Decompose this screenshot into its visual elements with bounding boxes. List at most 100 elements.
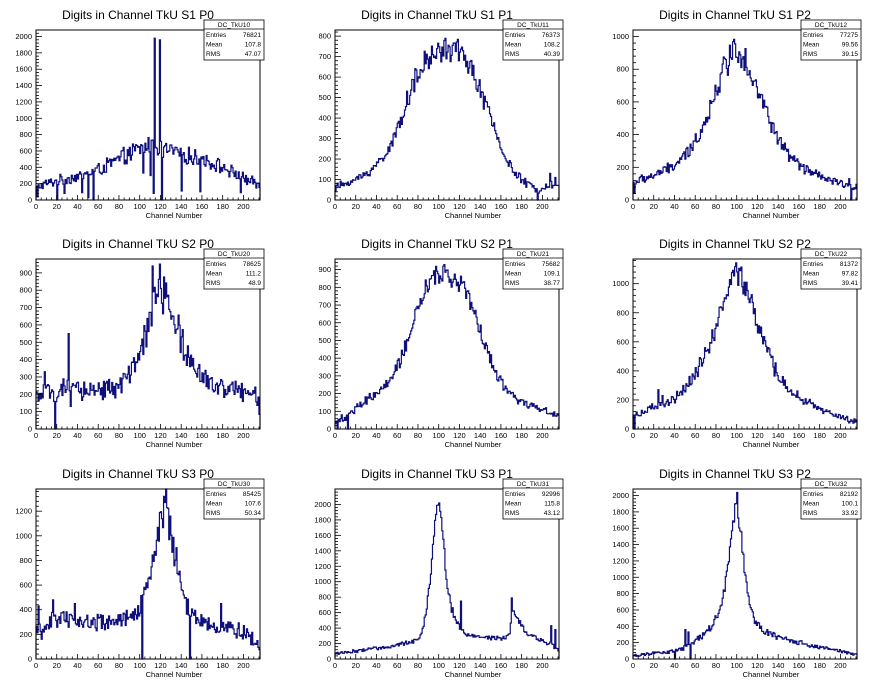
y-tick-label: 600 [19, 581, 32, 590]
y-tick-label: 1000 [314, 577, 331, 586]
x-tick-label: 100 [133, 202, 146, 211]
x-tick-label: 0 [631, 661, 635, 670]
y-tick-label: 1400 [314, 546, 331, 555]
stats-entries-label: Entries [206, 261, 227, 268]
x-tick-label: 200 [536, 431, 549, 440]
x-tick-label: 140 [772, 431, 785, 440]
stats-name: DC_TkU11 [517, 22, 549, 29]
y-tick-label: 1000 [612, 573, 629, 582]
y-tick-label: 2000 [314, 500, 331, 509]
stats-entries-label: Entries [803, 261, 824, 268]
histogram-title: Digits in Channel TkU S2 P1 [361, 237, 513, 251]
stats-name: DC_TkU22 [815, 251, 848, 258]
y-tick-label: 500 [318, 336, 331, 345]
stats-rms-value: 48.9 [248, 280, 261, 287]
x-tick-label: 180 [515, 661, 528, 670]
x-tick-label: 20 [650, 661, 658, 670]
stats-box: DC_TkU11 Entries 76373 Mean 108.2 RMS 40.39 [502, 19, 564, 61]
stats-mean-label: Mean [803, 501, 820, 508]
x-tick-label: 80 [414, 661, 422, 670]
y-tick-label: 600 [318, 318, 331, 327]
histogram-title: Digits in Channel TkU S3 P1 [361, 467, 513, 481]
y-tick-label: 1000 [15, 114, 32, 123]
stats-rms-value: 43.12 [544, 510, 561, 517]
stats-entries-value: 76821 [243, 32, 261, 39]
y-tick-label: 800 [318, 32, 331, 41]
x-axis-label: Channel Number [445, 211, 502, 220]
histogram-series [334, 502, 560, 659]
x-tick-label: 0 [333, 202, 337, 211]
x-tick-label: 20 [53, 202, 61, 211]
x-tick-label: 0 [34, 431, 38, 440]
x-tick-label: 160 [793, 202, 806, 211]
x-axis-label: Channel Number [445, 440, 502, 449]
stats-rms-label: RMS [206, 280, 221, 287]
stats-box: DC_TkU21 Entries 75682 Mean 109.1 RMS 38.77 [502, 248, 564, 290]
plot-frame [334, 29, 560, 201]
x-tick-label: 180 [813, 661, 826, 670]
x-tick-label: 60 [691, 202, 699, 211]
x-tick-label: 160 [793, 661, 806, 670]
histogram-panel: Digits in Channel TkU S2 P0 0 20 40 60 80 100 1… [19, 237, 265, 449]
stats-name: DC_TkU12 [815, 22, 848, 29]
y-tick-label: 400 [19, 163, 32, 172]
y-tick-label: 1200 [15, 97, 32, 106]
stats-entries-value: 78625 [243, 261, 261, 268]
x-tick-label: 160 [495, 431, 508, 440]
stats-rms-value: 38.77 [544, 280, 561, 287]
x-tick-label: 120 [453, 661, 466, 670]
stats-entries-label: Entries [505, 261, 526, 268]
x-tick-label: 40 [73, 202, 81, 211]
x-tick-label: 100 [133, 661, 146, 670]
y-tick-label: 200 [318, 155, 331, 164]
histogram-panel: Digits in Channel TkU S2 P1 0 20 40 60 80 100 1… [318, 237, 564, 449]
stats-mean-value: 109.1 [544, 271, 561, 278]
histogram-title: Digits in Channel TkU S3 P2 [659, 467, 811, 481]
histogram-panel: Digits in Channel TkU S3 P1 0 20 40 60 80 100 1… [314, 467, 564, 679]
stats-entries-value: 81372 [840, 261, 858, 268]
stats-mean-value: 115.8 [544, 501, 560, 508]
y-tick-label: 200 [616, 638, 629, 647]
stats-mean-label: Mean [505, 501, 522, 508]
y-tick-label: 200 [19, 630, 32, 639]
histogram-panel: Digits in Channel TkU S3 P2 0 20 40 60 80 100 1… [612, 467, 862, 679]
y-tick-label: 400 [616, 366, 629, 375]
x-tick-label: 200 [536, 202, 549, 211]
y-tick-label: 800 [19, 130, 32, 139]
x-tick-label: 180 [515, 202, 528, 211]
stats-mean-value: 100.1 [842, 501, 859, 508]
x-tick-label: 20 [352, 431, 360, 440]
x-tick-label: 0 [333, 661, 337, 670]
x-tick-label: 40 [372, 202, 380, 211]
x-tick-label: 120 [154, 431, 167, 440]
stats-entries-label: Entries [505, 491, 526, 498]
x-tick-label: 120 [453, 431, 466, 440]
x-tick-label: 180 [216, 202, 229, 211]
stats-name: DC_TkU21 [517, 251, 550, 258]
stats-rms-value: 40.39 [544, 51, 561, 58]
y-tick-label: 200 [616, 163, 629, 172]
x-tick-label: 40 [372, 431, 380, 440]
histogram-panel: Digits in Channel TkU S3 P0 0 20 40 60 80 100 1… [15, 467, 265, 679]
y-tick-label: 1000 [612, 32, 629, 41]
stats-mean-label: Mean [206, 271, 223, 278]
x-tick-label: 100 [730, 431, 743, 440]
x-tick-label: 180 [813, 202, 826, 211]
x-tick-label: 140 [772, 661, 785, 670]
stats-rms-label: RMS [206, 51, 221, 58]
y-tick-label: 200 [19, 390, 32, 399]
y-tick-label: 600 [19, 320, 32, 329]
x-tick-label: 80 [712, 661, 720, 670]
x-tick-label: 100 [432, 202, 445, 211]
y-tick-label: 400 [616, 622, 629, 631]
histogram-title: Digits in Channel TkU S1 P1 [361, 8, 513, 22]
x-axis-label: Channel Number [146, 211, 203, 220]
y-tick-label: 1200 [612, 556, 629, 565]
y-tick-label: 800 [616, 589, 629, 598]
x-tick-label: 40 [73, 661, 81, 670]
y-tick-label: 300 [19, 372, 32, 381]
x-tick-label: 180 [216, 661, 229, 670]
stats-rms-value: 39.41 [842, 280, 859, 287]
x-tick-label: 80 [712, 202, 720, 211]
x-axis-label: Channel Number [743, 440, 800, 449]
